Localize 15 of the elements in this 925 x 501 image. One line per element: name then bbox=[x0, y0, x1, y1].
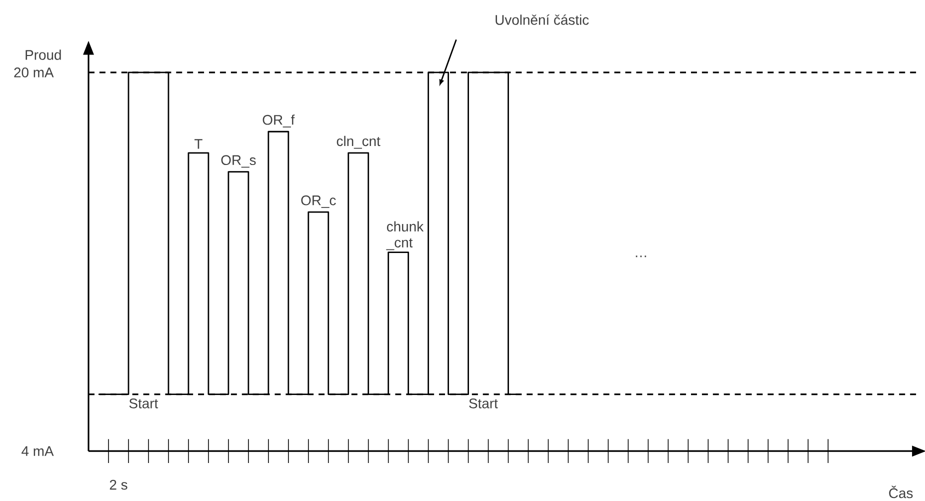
y-axis-title: Proud bbox=[26, 50, 61, 60]
annotation: Start bbox=[129, 398, 158, 408]
annotation: OR_f bbox=[262, 114, 295, 128]
text: 2 s bbox=[110, 480, 128, 490]
text: Uvolnění částic bbox=[496, 14, 589, 25]
annotation: OR_c bbox=[301, 195, 336, 208]
text: Čas bbox=[889, 486, 913, 498]
annotation: T bbox=[194, 139, 202, 149]
annotation: Start bbox=[469, 398, 498, 408]
y-tick-label: 20 mA bbox=[14, 68, 54, 78]
y-tick-label: 4 mA bbox=[22, 446, 54, 456]
annotation: chunk _cnt bbox=[386, 221, 424, 250]
annotation: cln_cnt bbox=[336, 136, 380, 149]
text: … bbox=[636, 256, 646, 258]
annotation: OR_s bbox=[221, 155, 256, 168]
